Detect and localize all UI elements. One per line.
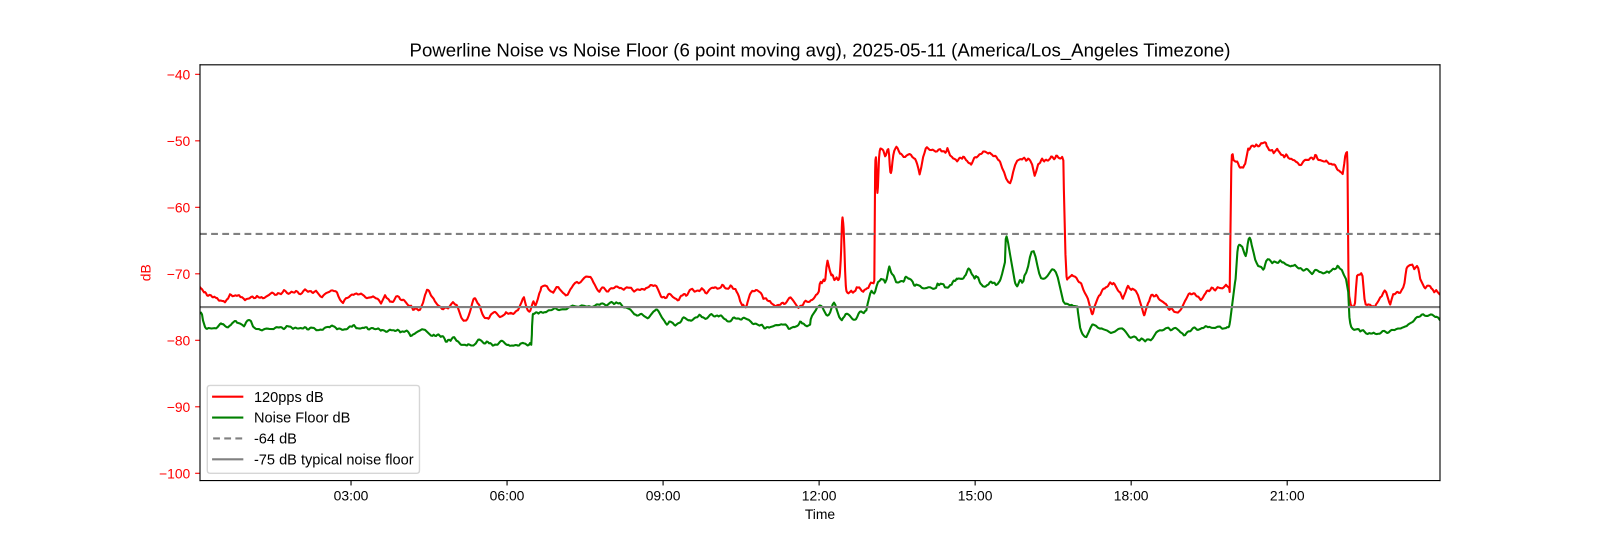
svg-text:03:00: 03:00 [334,487,369,503]
svg-text:Time: Time [805,506,836,522]
svg-text:Noise Floor dB: Noise Floor dB [254,411,350,427]
svg-text:−80: −80 [167,332,191,348]
svg-text:−50: −50 [167,133,191,149]
svg-text:dB: dB [138,264,154,281]
svg-text:09:00: 09:00 [646,487,681,503]
svg-text:Powerline Noise vs Noise Floor: Powerline Noise vs Noise Floor (6 point … [410,39,1231,61]
svg-text:-64 dB: -64 dB [254,432,297,448]
svg-text:−100: −100 [159,465,191,481]
svg-text:15:00: 15:00 [958,487,993,503]
svg-text:−60: −60 [167,199,191,215]
svg-text:06:00: 06:00 [490,487,525,503]
svg-text:−70: −70 [167,266,191,282]
svg-text:-75 dB typical noise floor: -75 dB typical noise floor [254,452,414,468]
svg-text:21:00: 21:00 [1270,487,1305,503]
svg-text:−90: −90 [167,399,191,415]
svg-text:120pps dB: 120pps dB [254,390,324,406]
svg-text:18:00: 18:00 [1114,487,1149,503]
svg-text:−40: −40 [167,66,191,82]
svg-text:12:00: 12:00 [802,487,837,503]
